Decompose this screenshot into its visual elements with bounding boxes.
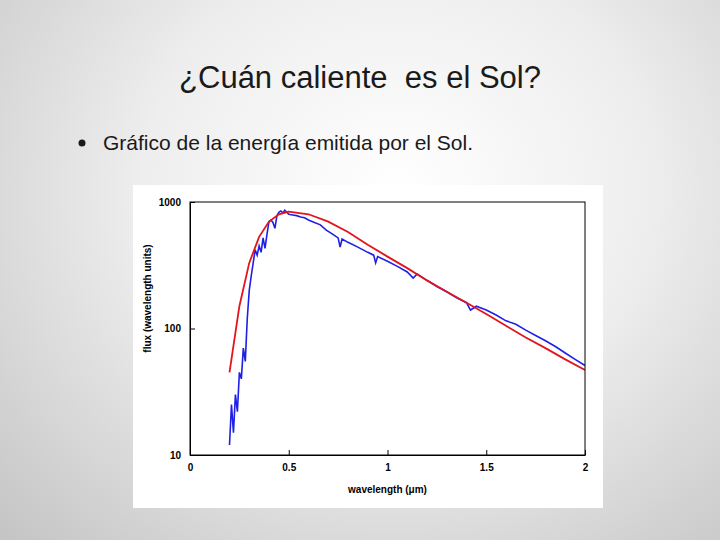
x-tick: 2 (583, 450, 589, 473)
x-tick-label: 1.5 (480, 462, 494, 473)
x-tick-label: 0 (188, 462, 194, 473)
y-tick: 1000 (159, 197, 195, 208)
plot-frame (190, 202, 585, 455)
x-tick-mark (388, 450, 389, 455)
x-tick-label: 0.5 (282, 462, 296, 473)
series-line (230, 212, 586, 373)
x-tick: 1 (385, 450, 391, 473)
y-tick-label: 1000 (159, 197, 182, 208)
x-axis: 0 0.5 1 1.5 2 (188, 450, 589, 473)
y-tick: 10 (170, 450, 195, 461)
x-axis-line (191, 455, 586, 456)
x-axis-title: wavelength (μm) (347, 484, 427, 495)
x-tick-label: 2 (583, 462, 589, 473)
x-tick-label: 1 (385, 462, 391, 473)
x-tick: 1.5 (480, 450, 494, 473)
slide-title: ¿Cuán caliente es el Sol? (179, 60, 541, 95)
x-tick: 0.5 (282, 450, 296, 473)
bullet-text: Gráfico de la energía emitida por el Sol… (103, 131, 473, 154)
plot-area (230, 210, 586, 445)
y-tick-mark (190, 455, 195, 456)
chart-background (133, 185, 603, 508)
y-axis-title: flux (wavelength units) (142, 244, 153, 352)
x-tick-mark (289, 450, 290, 455)
y-tick-mark (190, 329, 195, 330)
x-tick-mark (486, 450, 487, 455)
y-tick: 100 (164, 323, 195, 334)
bullet-dot (79, 140, 86, 147)
y-tick-label: 100 (164, 323, 181, 334)
y-axis: 10 100 1000 (159, 197, 195, 461)
slide: ¿Cuán caliente es el Sol? Gráfico de la e… (0, 0, 720, 540)
y-tick-mark (190, 202, 195, 203)
x-tick-mark (585, 450, 586, 455)
series-line (230, 210, 586, 445)
y-tick-label: 10 (170, 450, 182, 461)
